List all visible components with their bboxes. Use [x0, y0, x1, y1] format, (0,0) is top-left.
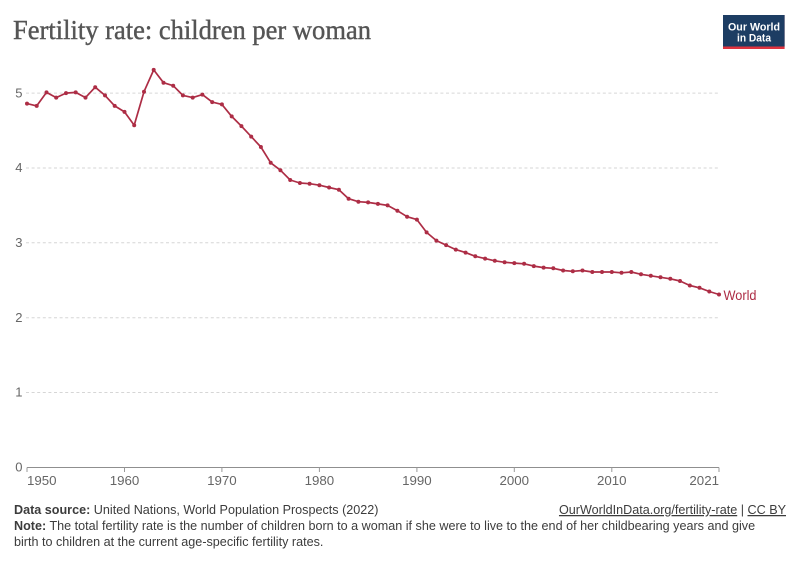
svg-text:Fertility rate: children per w: Fertility rate: children per woman	[13, 15, 371, 45]
svg-text:1990: 1990	[402, 473, 432, 488]
svg-text:Data source: United Nations, W: Data source: United Nations, World Popul…	[14, 503, 378, 517]
svg-text:OurWorldInData.org/fertility-r: OurWorldInData.org/fertility-rate | CC B…	[559, 503, 787, 517]
svg-text:1970: 1970	[207, 473, 237, 488]
svg-text:in Data: in Data	[737, 32, 772, 44]
svg-text:5: 5	[15, 85, 22, 100]
svg-text:birth to children at the curre: birth to children at the current age-spe…	[14, 535, 323, 549]
svg-text:2021: 2021	[689, 473, 719, 488]
svg-text:3: 3	[15, 235, 22, 250]
svg-text:1980: 1980	[305, 473, 335, 488]
svg-text:2000: 2000	[500, 473, 530, 488]
svg-text:4: 4	[15, 160, 22, 175]
svg-text:1950: 1950	[27, 473, 57, 488]
svg-text:1: 1	[15, 385, 22, 400]
svg-text:Our World: Our World	[728, 21, 780, 33]
svg-text:2010: 2010	[597, 473, 627, 488]
svg-text:0: 0	[15, 460, 22, 475]
svg-text:World: World	[724, 287, 757, 303]
svg-text:1960: 1960	[110, 473, 140, 488]
svg-text:2: 2	[15, 310, 22, 325]
svg-text:Note: The total fertility rate: Note: The total fertility rate is the nu…	[14, 519, 755, 533]
